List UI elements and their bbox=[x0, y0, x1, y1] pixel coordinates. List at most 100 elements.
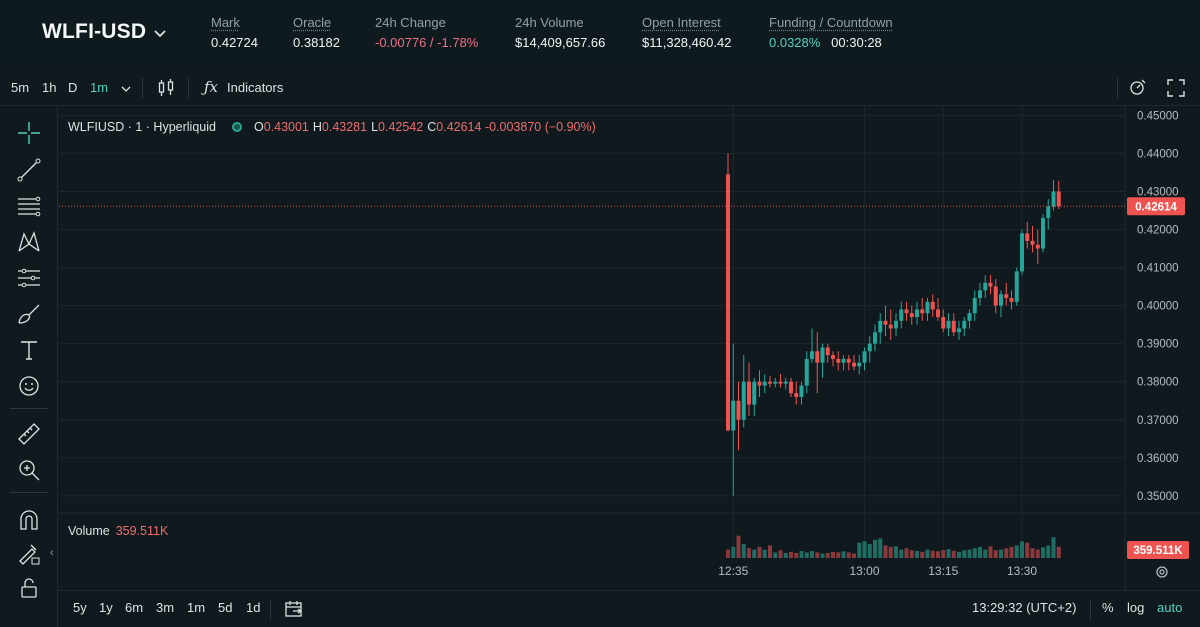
screenshot-icon[interactable] bbox=[1127, 77, 1149, 99]
price-tick-label: 0.43000 bbox=[1137, 186, 1179, 198]
prediction-icon[interactable] bbox=[16, 265, 42, 291]
candle-body bbox=[873, 332, 877, 344]
volume-bar bbox=[852, 553, 856, 558]
interval-1m[interactable]: 1m bbox=[90, 80, 109, 95]
magnet-icon[interactable] bbox=[16, 507, 42, 533]
zoom-in-icon[interactable] bbox=[16, 457, 42, 483]
candles-icon[interactable] bbox=[156, 78, 176, 98]
legend-close-key: C bbox=[427, 120, 437, 134]
stat-value: $14,409,657.66 bbox=[515, 35, 606, 50]
candle-body bbox=[983, 282, 988, 291]
interval-5m[interactable]: 5m bbox=[11, 80, 30, 95]
pattern-icon[interactable] bbox=[16, 229, 42, 255]
percent-toggle[interactable]: % bbox=[1102, 600, 1114, 615]
price-tick-label: 0.35000 bbox=[1137, 491, 1179, 503]
chart-legend: WLFIUSD · 1 · Hyperliquid O0.43001 H0.4328… bbox=[68, 120, 596, 134]
candle-body bbox=[815, 351, 820, 363]
chevron-down-icon[interactable] bbox=[152, 26, 168, 42]
candle-body bbox=[852, 362, 856, 367]
price-tick-label: 0.42000 bbox=[1137, 225, 1179, 237]
range-5y[interactable]: 5y bbox=[73, 600, 87, 615]
stat-label: 24h Change bbox=[375, 15, 446, 30]
draw-lock-icon[interactable] bbox=[16, 541, 42, 567]
crosshair-icon[interactable] bbox=[16, 120, 42, 146]
candle-body bbox=[909, 313, 914, 318]
chart-bottom-bar: 5y 1y 6m 3m 1m 5d 1d 13:29:32 (UTC+2) % … bbox=[58, 590, 1200, 627]
candle-body bbox=[752, 381, 757, 405]
candle-body bbox=[894, 320, 898, 329]
text-icon[interactable] bbox=[16, 337, 42, 363]
volume-bar bbox=[993, 550, 998, 558]
candle-body bbox=[951, 320, 956, 333]
candle-body bbox=[1046, 206, 1051, 219]
legend-low-key: L bbox=[371, 120, 379, 134]
indicators-icon[interactable]: ƒx bbox=[204, 78, 219, 96]
market-symbol[interactable]: WLFI-USD bbox=[42, 20, 147, 43]
volume-bar bbox=[930, 550, 935, 558]
candle-body bbox=[762, 381, 767, 386]
candle-body bbox=[899, 309, 904, 321]
volume-bar bbox=[1056, 546, 1061, 558]
volume-bar bbox=[888, 546, 893, 558]
volume-value: 359.511K bbox=[115, 524, 169, 538]
range-1d[interactable]: 1d bbox=[246, 600, 261, 615]
volume-bar bbox=[967, 549, 972, 558]
volume-bar bbox=[768, 545, 772, 558]
interval-1h[interactable]: 1h bbox=[42, 80, 57, 95]
fullscreen-icon[interactable] bbox=[1166, 78, 1186, 98]
candle-body bbox=[904, 309, 909, 314]
clock-timezone[interactable]: 13:29:32 (UTC+2) bbox=[972, 600, 1077, 615]
interval-d[interactable]: D bbox=[68, 80, 78, 95]
fib-retracement-icon[interactable] bbox=[16, 193, 42, 219]
collapse-chevron-icon[interactable]: ‹ bbox=[50, 547, 54, 559]
candle-body bbox=[925, 301, 930, 314]
volume-bar bbox=[936, 551, 940, 558]
price-tick-label: 0.36000 bbox=[1137, 453, 1179, 465]
volume-bar bbox=[773, 552, 778, 558]
goto-date-icon[interactable] bbox=[284, 599, 304, 619]
auto-toggle[interactable]: auto bbox=[1157, 600, 1183, 615]
range-1m[interactable]: 1m bbox=[187, 600, 206, 615]
price-chart[interactable]: 0.35000 0.36000 0.37000 0.38000 0.39000 0.400… bbox=[0, 70, 1200, 627]
trend-line-icon[interactable] bbox=[16, 157, 42, 183]
volume-bar bbox=[904, 548, 909, 558]
candle-body bbox=[757, 381, 762, 386]
market-status-icon bbox=[231, 122, 242, 132]
range-1y[interactable]: 1y bbox=[99, 600, 113, 615]
stat-label[interactable]: Open Interest bbox=[642, 15, 721, 30]
range-3m[interactable]: 3m bbox=[156, 600, 175, 615]
candle-body bbox=[783, 381, 788, 384]
candle-body bbox=[888, 324, 893, 329]
range-6m[interactable]: 6m bbox=[125, 600, 144, 615]
chevron-down-icon[interactable] bbox=[120, 84, 132, 94]
volume-bar bbox=[867, 544, 872, 558]
lock-icon[interactable] bbox=[16, 575, 42, 601]
emoji-icon[interactable] bbox=[16, 373, 42, 399]
candle-body bbox=[747, 381, 751, 405]
candle-body bbox=[883, 320, 888, 325]
candle-body bbox=[1004, 294, 1009, 299]
range-5d[interactable]: 5d bbox=[218, 600, 233, 615]
candle-body bbox=[736, 400, 741, 420]
brush-icon[interactable] bbox=[16, 301, 42, 327]
volume-bar bbox=[752, 549, 757, 558]
indicators-button[interactable]: Indicators bbox=[227, 80, 284, 95]
volume-bar bbox=[983, 549, 988, 558]
ruler-icon[interactable] bbox=[16, 421, 42, 447]
volume-bar bbox=[951, 550, 956, 558]
stat-value: -0.00776 / -1.78% bbox=[375, 35, 479, 50]
stat-label[interactable]: Oracle bbox=[293, 15, 332, 30]
candle-body bbox=[726, 174, 730, 431]
candle-body bbox=[799, 385, 804, 397]
log-toggle[interactable]: log bbox=[1127, 600, 1145, 615]
time-tick-label: 13:15 bbox=[928, 564, 958, 578]
price-tick-label: 0.38000 bbox=[1137, 377, 1179, 389]
volume-bar bbox=[820, 553, 825, 558]
stat-24h-volume: 24h Volume $14,409,657.66 bbox=[515, 15, 605, 50]
volume-bar bbox=[972, 548, 977, 558]
stat-label[interactable]: Mark bbox=[211, 15, 240, 30]
stat-value: 0.42724 bbox=[211, 35, 258, 50]
stat-label[interactable]: Funding / Countdown bbox=[769, 15, 893, 30]
settings-icon[interactable] bbox=[1156, 566, 1168, 578]
stat-label: 24h Volume bbox=[515, 15, 584, 30]
